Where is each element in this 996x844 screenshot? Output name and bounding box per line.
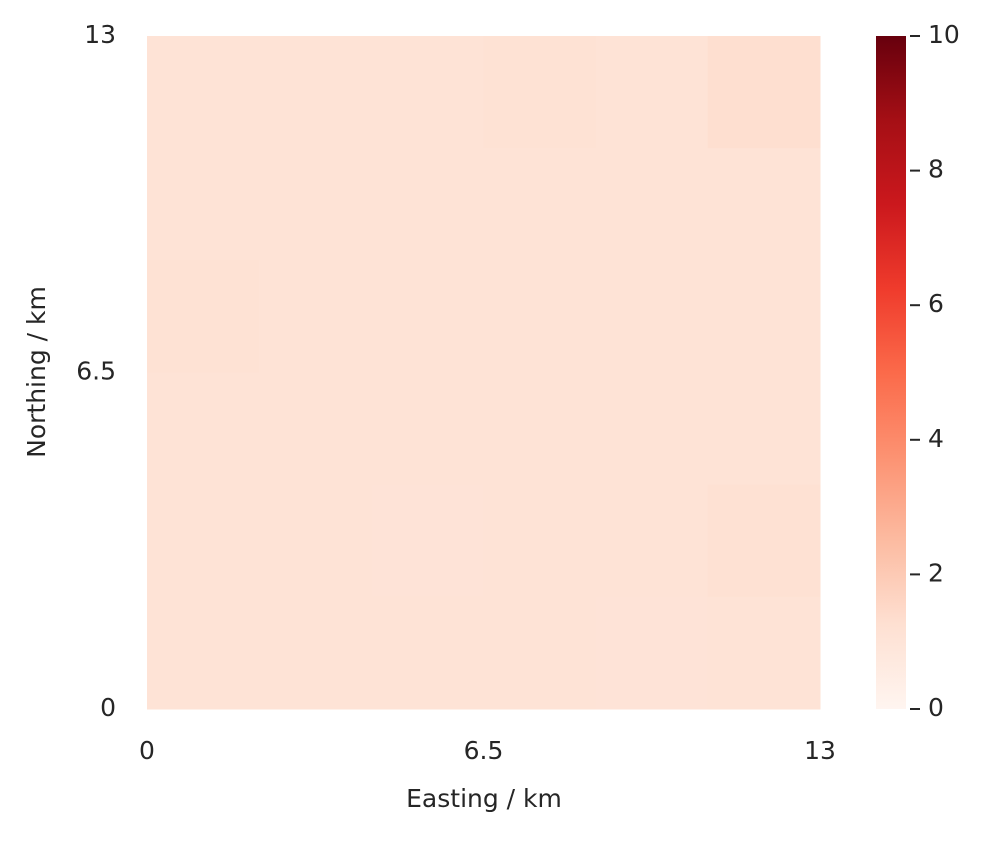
colorbar [876,36,906,709]
heatmap-cell [483,484,597,598]
heatmap-cell [595,148,709,261]
heatmap-cell [595,372,709,486]
heatmap-cell [371,372,484,486]
colorbar-tick-label: 4 [928,424,944,453]
heatmap-cell [595,484,709,598]
heatmap-cell [707,148,821,261]
colorbar-tick-label: 2 [928,558,944,587]
y-tick-label: 13 [84,20,116,49]
heatmap-cell [259,596,372,710]
heatmap-cell [707,36,821,149]
colorbar-tick-label: 8 [928,155,944,184]
x-tick-label: 0 [139,736,155,765]
heatmap-cell [259,260,372,373]
heatmap-cell [259,148,372,261]
heatmap-cell [371,36,484,149]
heatmap-cell [371,596,484,710]
heatmap-cell [483,148,597,261]
heatmap-cell [483,596,597,710]
heatmap-cell [259,372,372,486]
heatmap-cell [595,260,709,373]
x-tick-label: 6.5 [464,736,504,765]
heatmap-cell [595,596,709,710]
heatmap-cell [707,372,821,486]
heatmap-cell [259,484,372,598]
heatmap-cell [147,596,260,710]
y-tick-label: 0 [100,693,116,722]
heatmap-cell [147,148,260,261]
x-axis-label: Easting / km [406,784,562,813]
heatmap-cell [147,484,260,598]
heatmap-cell [707,596,821,710]
heatmap-cell [371,260,484,373]
heatmap-cell [483,372,597,486]
heatmap-cell [147,260,260,373]
heatmap-cell [371,148,484,261]
heatmap-cell [707,260,821,373]
heatmap-cell [595,36,709,149]
heatmap-cell [147,372,260,486]
heatmap-cell [483,260,597,373]
colorbar-tick-label: 6 [928,289,944,318]
colorbar-tick-label: 10 [928,20,960,49]
heatmap-cell [707,484,821,598]
heatmap-cell [371,484,484,598]
x-tick-label: 13 [804,736,836,765]
heatmap-cell [147,36,260,149]
y-tick-label: 6.5 [76,357,116,386]
y-axis-label: Northing / km [22,286,51,458]
colorbar-tick-label: 0 [928,693,944,722]
heatmap-cell [259,36,372,149]
heatmap-cell [483,36,597,149]
